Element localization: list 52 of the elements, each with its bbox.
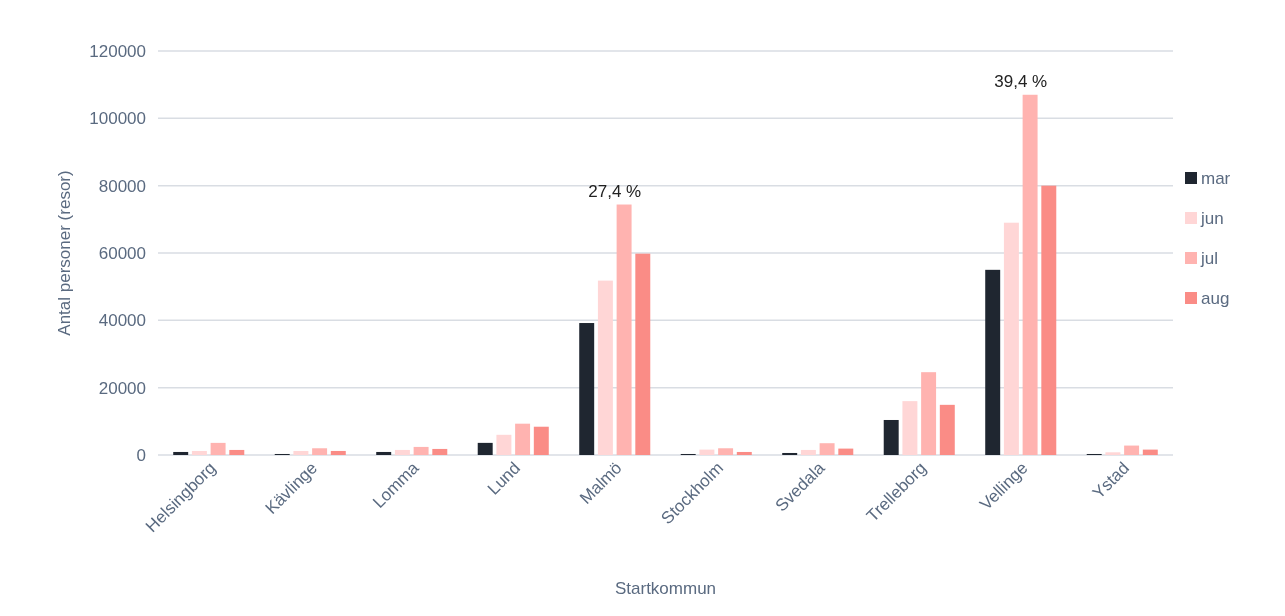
bar [939,404,955,455]
bar [782,452,798,455]
bar [718,448,734,455]
bar [1105,452,1121,455]
y-tick-label: 120000 [89,41,146,61]
bar [800,449,816,455]
bar [883,419,899,455]
bar [376,451,392,455]
bar [515,423,531,455]
y-tick-label: 20000 [98,378,146,398]
bar [413,446,429,455]
bar [1124,445,1140,455]
y-tick-label: 60000 [98,243,146,263]
bar [699,449,715,455]
bar [1142,449,1158,455]
bar [616,204,632,455]
bar [838,448,854,455]
bar [579,323,595,455]
legend-label: jun [1200,208,1224,228]
bar [477,442,493,455]
y-tick-label: 80000 [98,176,146,196]
bar [597,280,613,455]
x-axis-title: Startkommun [614,579,717,598]
annotation: 27,4 % [588,181,642,201]
bar [210,442,226,455]
legend-label: mar [1201,168,1231,188]
y-tick-label: 40000 [98,311,146,331]
bar [1003,222,1019,455]
legend-label: jul [1200,248,1219,268]
bar [1041,185,1057,455]
bar [330,450,346,455]
bar [902,401,918,455]
legend-label: aug [1201,288,1230,308]
bar [293,450,309,455]
y-axis-title: Antal personer (resor) [55,170,74,336]
bar [432,448,448,455]
bar [819,443,835,455]
bar [191,450,207,455]
bar [921,372,937,455]
bar [736,451,752,455]
bar [312,448,328,455]
bar [496,434,512,455]
annotation: 39,4 % [994,71,1048,91]
y-tick-label: 100000 [89,109,146,129]
bar [394,449,410,455]
bar [1022,94,1038,455]
bar [229,449,245,455]
bar [173,451,189,455]
bar [533,426,549,455]
y-tick-label: 0 [136,445,146,465]
bar [635,253,651,455]
bar [985,269,1001,455]
